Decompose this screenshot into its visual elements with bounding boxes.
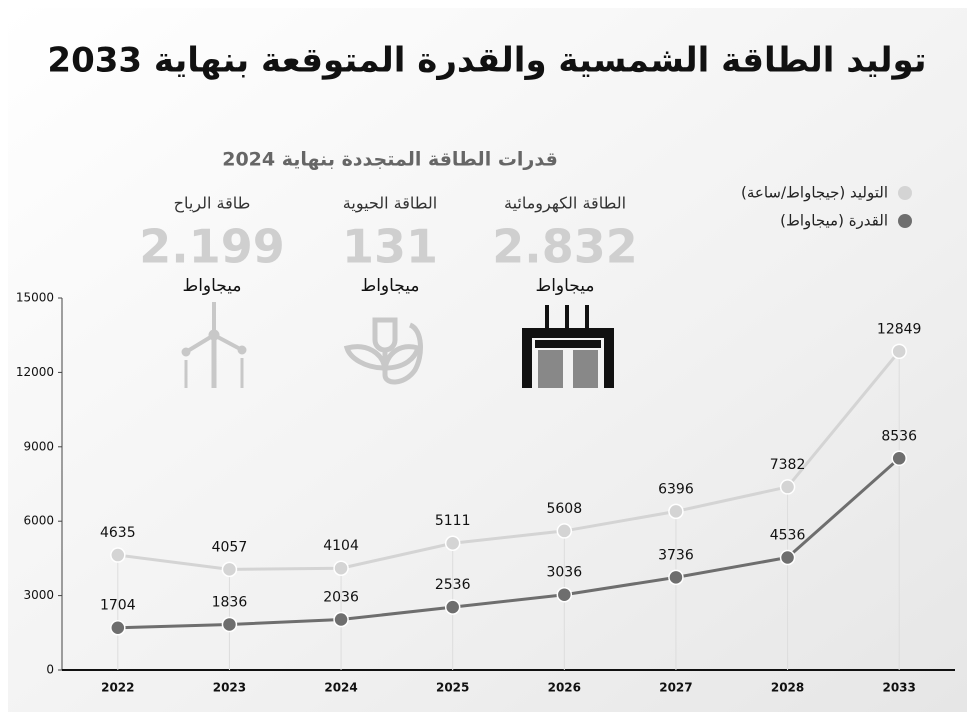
data-label: 4635 [100,525,136,541]
stat-unit: ميجاواط [182,276,241,296]
point [779,479,796,495]
point [891,450,907,467]
y-tick-label: 0 [46,663,54,677]
background [8,8,967,712]
point [779,549,796,566]
x-tick-label: 2026 [548,681,581,695]
stat-name: الطاقة الكهرومائية [504,194,626,214]
series-line [117,350,901,571]
data-label: 5111 [435,513,471,529]
data-label: 12849 [877,321,922,337]
data-label: 3036 [546,565,582,581]
point [333,611,349,628]
y-tick-label: 3000 [23,588,54,602]
y-tick-label: 12000 [16,365,54,379]
data-label: 7382 [770,457,806,473]
point [110,619,126,636]
point [221,616,238,633]
point [891,343,907,360]
y-tick-label: 6000 [23,514,54,528]
stat-value: 2.199 [139,220,285,274]
data-label: 2536 [435,577,471,593]
data-label: 1704 [100,598,136,614]
point [668,569,684,586]
stat-name: الطاقة الحيوية [343,194,437,214]
stat-unit: ميجاواط [535,276,594,296]
stat-name: طاقة الرياح [174,194,251,214]
stat-unit: ميجاواط [360,276,419,296]
data-label: 4536 [770,528,806,544]
point [556,586,573,603]
legend-label: التوليد (جيجاواط/ساعة) [741,184,888,202]
point [444,535,461,551]
point [110,547,126,563]
panel-title: قدرات الطاقة المتجددة بنهاية 2024 [222,149,558,171]
data-label: 5608 [546,501,582,517]
data-label: 4104 [323,538,359,554]
x-tick-label: 2024 [324,681,357,695]
data-label: 4057 [212,539,248,555]
stat-value: 2.832 [492,220,638,274]
x-tick-label: 2028 [771,681,804,695]
data-label: 8536 [881,428,917,444]
data-label: 2036 [323,590,359,606]
y-tick-label: 15000 [16,291,54,305]
point [333,560,349,576]
legend-swatch [898,214,912,228]
legend-label: القدرة (ميجاواط) [780,212,888,230]
point [444,599,461,615]
stat-value: 131 [342,220,438,274]
point [556,523,573,539]
data-label: 3736 [658,547,694,563]
x-tick-label: 2027 [659,681,692,695]
title: توليد الطاقة الشمسية والقدرة المتوقعة بن… [47,41,926,81]
x-tick-label: 2033 [882,681,915,695]
data-label: 1836 [212,594,248,610]
x-tick-label: 2025 [436,681,469,695]
series-line [117,457,901,630]
data-label: 6396 [658,481,694,497]
icons [181,302,614,388]
y-tick-label: 9000 [23,439,54,453]
x-tick-label: 2022 [101,681,134,695]
x-tick-label: 2023 [213,681,246,695]
point [221,561,238,578]
point [668,503,684,520]
legend-swatch [898,186,912,200]
